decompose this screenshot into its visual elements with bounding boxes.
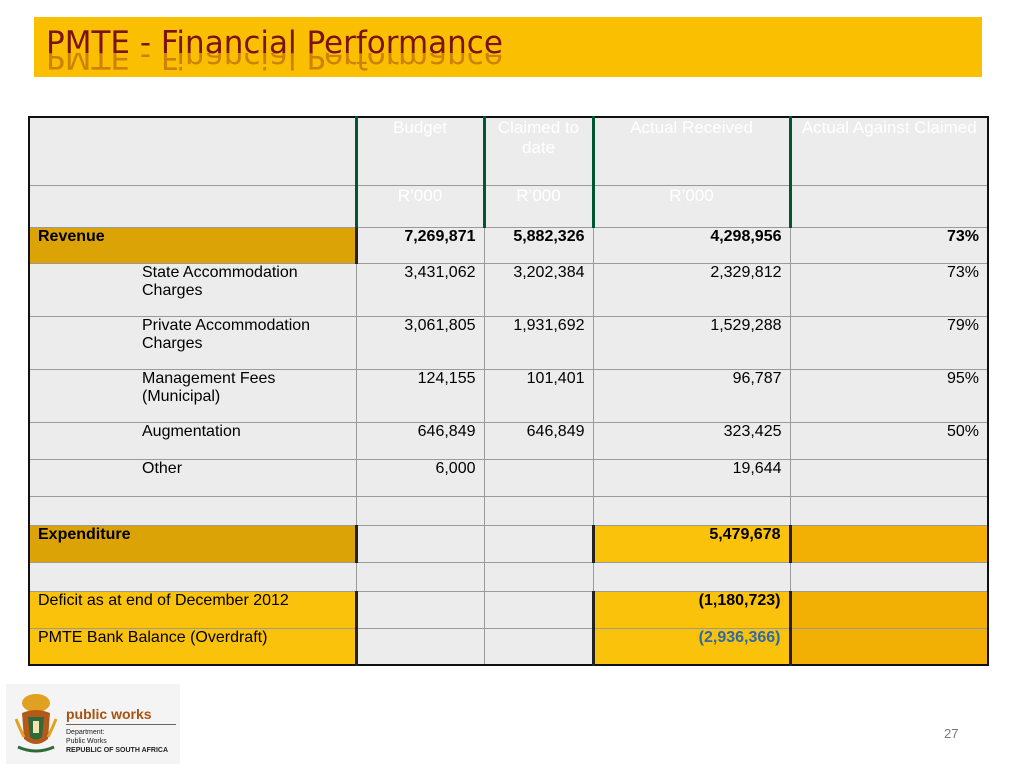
revenue-pct: 73% bbox=[789, 226, 989, 264]
financial-table: Budget Claimed to date Actual Received A… bbox=[28, 116, 989, 666]
table-row: Other 6,000 19,644 bbox=[28, 458, 989, 497]
row-label: Management Fees (Municipal) bbox=[28, 368, 357, 423]
header-row: Budget Claimed to date Actual Received A… bbox=[28, 116, 989, 186]
logo-brand: public works bbox=[66, 706, 152, 722]
row-pct: 73% bbox=[789, 262, 989, 317]
row-pct: 95% bbox=[789, 368, 989, 423]
row-claimed: 646,849 bbox=[483, 421, 594, 460]
row-pct: 79% bbox=[789, 315, 989, 370]
units-row: R’000 R’000 R’000 bbox=[28, 184, 989, 228]
header-budget: Budget bbox=[354, 116, 485, 186]
header-received: Actual Received bbox=[591, 116, 791, 186]
table-row: Management Fees (Municipal) 124,155 101,… bbox=[28, 368, 989, 423]
header-claimed: Claimed to date bbox=[482, 116, 594, 186]
bank-balance-label: PMTE Bank Balance (Overdraft) bbox=[28, 627, 358, 666]
row-pct bbox=[789, 458, 989, 497]
bank-balance-received: (2,936,366) bbox=[591, 627, 791, 666]
unit-claimed: R’000 bbox=[482, 184, 594, 228]
units-blank-cell bbox=[28, 184, 357, 228]
revenue-label: Revenue bbox=[28, 226, 358, 264]
header-blank-cell bbox=[28, 116, 357, 186]
row-pct: 50% bbox=[789, 421, 989, 460]
public-works-logo: public works Department: Public Works RE… bbox=[6, 684, 180, 764]
row-label: Augmentation bbox=[28, 421, 357, 460]
expenditure-received: 5,479,678 bbox=[591, 524, 791, 563]
row-received: 19,644 bbox=[592, 458, 791, 497]
slide-title: PMTE - Financial Performance bbox=[46, 25, 503, 61]
title-bar: PMTE - Financial Performance PMTE - Fina… bbox=[34, 17, 982, 77]
header-against-claimed: Actual Against Claimed bbox=[788, 116, 989, 186]
coat-of-arms-icon bbox=[14, 694, 58, 753]
row-received: 2,329,812 bbox=[592, 262, 791, 317]
row-claimed: 3,202,384 bbox=[483, 262, 594, 317]
row-label: State Accommodation Charges bbox=[28, 262, 357, 317]
revenue-budget: 7,269,871 bbox=[355, 226, 485, 264]
revenue-row: Revenue 7,269,871 5,882,326 4,298,956 73… bbox=[28, 226, 989, 264]
row-label: Private Accommodation Charges bbox=[28, 315, 357, 370]
unit-received: R’000 bbox=[591, 184, 791, 228]
row-budget: 646,849 bbox=[355, 421, 485, 460]
unit-budget: R’000 bbox=[354, 184, 485, 228]
row-received: 323,425 bbox=[592, 421, 791, 460]
logo-department: Department: Public Works REPUBLIC OF SOU… bbox=[66, 729, 169, 754]
spacer-row bbox=[28, 561, 989, 592]
deficit-label: Deficit as at end of December 2012 bbox=[28, 590, 358, 629]
row-budget: 3,431,062 bbox=[355, 262, 485, 317]
table-row: Private Accommodation Charges 3,061,805 … bbox=[28, 315, 989, 370]
row-claimed: 1,931,692 bbox=[483, 315, 594, 370]
expenditure-label: Expenditure bbox=[28, 524, 358, 563]
table-row: State Accommodation Charges 3,431,062 3,… bbox=[28, 262, 989, 317]
row-claimed: 101,401 bbox=[483, 368, 594, 423]
row-budget: 3,061,805 bbox=[355, 315, 485, 370]
deficit-row: Deficit as at end of December 2012 (1,18… bbox=[28, 590, 989, 629]
row-received: 1,529,288 bbox=[592, 315, 791, 370]
page-number: 27 bbox=[944, 726, 959, 741]
row-label: Other bbox=[28, 458, 357, 497]
deficit-received: (1,180,723) bbox=[591, 590, 791, 629]
unit-against-claimed bbox=[788, 184, 989, 228]
spacer-row bbox=[28, 495, 989, 526]
row-budget: 124,155 bbox=[355, 368, 485, 423]
expenditure-row: Expenditure 5,479,678 bbox=[28, 524, 989, 563]
table-row: Augmentation 646,849 646,849 323,425 50% bbox=[28, 421, 989, 460]
row-budget: 6,000 bbox=[355, 458, 485, 497]
row-received: 96,787 bbox=[592, 368, 791, 423]
row-claimed bbox=[483, 458, 594, 497]
revenue-received: 4,298,956 bbox=[592, 226, 791, 264]
revenue-claimed: 5,882,326 bbox=[483, 226, 594, 264]
bank-balance-row: PMTE Bank Balance (Overdraft) (2,936,366… bbox=[28, 627, 989, 666]
